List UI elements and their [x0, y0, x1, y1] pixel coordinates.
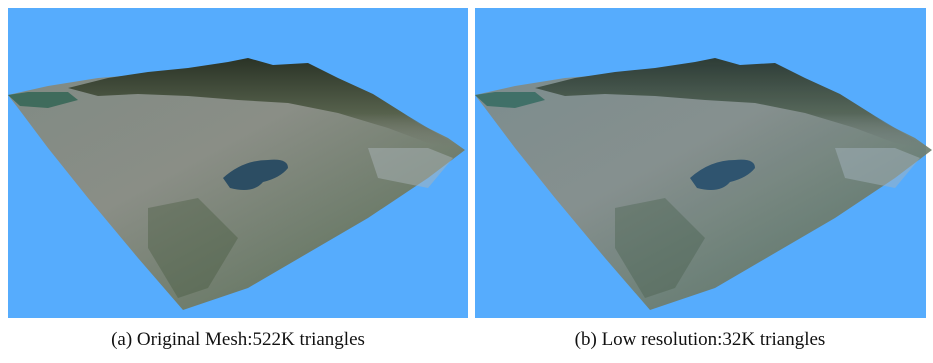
caption: (a) Original Mesh:522K triangles: [111, 329, 365, 350]
caption: (b) Low resolution:32K triangles: [575, 329, 826, 350]
image-a: [8, 8, 468, 318]
image-b: [475, 8, 932, 318]
figure: (a) Original Mesh:522K triangles (b) Low…: [0, 0, 933, 358]
